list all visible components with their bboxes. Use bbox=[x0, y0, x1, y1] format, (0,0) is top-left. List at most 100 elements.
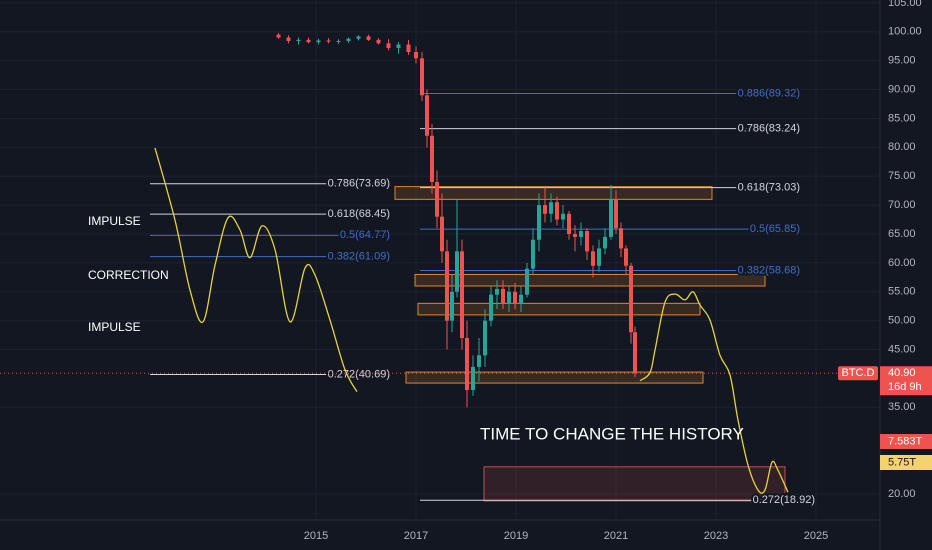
fib-label: 0.618(73.03) bbox=[738, 182, 800, 194]
candle-body bbox=[633, 332, 637, 374]
annotation: IMPULSE bbox=[88, 214, 141, 228]
fib-label: 0.272(18.92) bbox=[753, 494, 815, 506]
candle-body bbox=[316, 40, 321, 43]
fib-label: 0.618(68.45) bbox=[328, 208, 390, 220]
candle-body bbox=[591, 251, 595, 266]
y-tick-label: 90.00 bbox=[888, 83, 916, 95]
symbol-tag bbox=[838, 366, 878, 381]
candle-body bbox=[420, 58, 424, 96]
candle-body bbox=[477, 355, 481, 367]
candle-body bbox=[561, 213, 565, 220]
candle-body bbox=[366, 36, 371, 40]
candle-body bbox=[430, 135, 434, 182]
annotation: CORRECTION bbox=[88, 268, 169, 282]
candle-body bbox=[445, 251, 449, 321]
y-tick-label: 105.00 bbox=[888, 0, 922, 9]
x-tick-label: 2017 bbox=[404, 530, 428, 542]
candle-body bbox=[306, 39, 311, 43]
y-tick-label: 35.00 bbox=[888, 401, 916, 413]
candle-body bbox=[406, 44, 411, 52]
price-label: 40.90 bbox=[888, 367, 916, 379]
x-tick-label: 2019 bbox=[504, 530, 528, 542]
candle-body bbox=[537, 205, 541, 240]
zone bbox=[414, 273, 766, 287]
volume-tag-label: 7.583T bbox=[888, 435, 923, 447]
volume-tag-label: 5.75T bbox=[888, 456, 916, 468]
fib-label: 0.786(73.69) bbox=[328, 178, 390, 190]
candle-body bbox=[326, 40, 331, 42]
y-tick-label: 60.00 bbox=[888, 257, 916, 269]
candle-body bbox=[414, 52, 418, 59]
countdown-label: 16d 9h bbox=[888, 381, 922, 393]
candle-body bbox=[396, 44, 401, 48]
candle-body bbox=[597, 248, 601, 266]
x-tick-label: 2021 bbox=[604, 530, 628, 542]
candle-body bbox=[525, 268, 529, 295]
candle-body bbox=[286, 37, 291, 42]
x-tick-label: 2025 bbox=[804, 530, 828, 542]
candle-body bbox=[624, 248, 628, 266]
y-tick-label: 50.00 bbox=[888, 315, 916, 327]
candle-body bbox=[276, 34, 281, 38]
candle-body bbox=[460, 251, 464, 338]
fib-label: 0.382(58.68) bbox=[738, 264, 800, 276]
annotation: IMPULSE bbox=[88, 320, 141, 334]
zone bbox=[417, 302, 701, 316]
candle-body bbox=[440, 216, 444, 252]
candle-body bbox=[614, 199, 618, 229]
candle-body bbox=[585, 231, 589, 252]
x-tick-label: 2015 bbox=[304, 530, 328, 542]
candle-body bbox=[471, 366, 475, 390]
candle-body bbox=[579, 231, 583, 237]
candle-body bbox=[296, 39, 301, 42]
candle-body bbox=[519, 294, 523, 304]
candle-body bbox=[609, 199, 613, 237]
candle-body bbox=[465, 338, 469, 390]
x-tick-label: 2023 bbox=[704, 530, 728, 542]
y-tick-label: 45.00 bbox=[888, 343, 916, 355]
fib-label: 0.5(65.85) bbox=[750, 223, 800, 235]
symbol-label: BTC.D bbox=[842, 367, 875, 379]
y-tick-label: 55.00 bbox=[888, 286, 916, 298]
y-tick-label: 75.00 bbox=[888, 170, 916, 182]
candle-body bbox=[450, 291, 454, 321]
y-tick-label: 70.00 bbox=[888, 199, 916, 211]
zone bbox=[483, 466, 786, 502]
y-tick-label: 95.00 bbox=[888, 55, 916, 67]
candle-body bbox=[619, 228, 623, 249]
fib-label: 0.382(61.09) bbox=[328, 250, 390, 262]
fib-label: 0.886(89.32) bbox=[738, 87, 800, 99]
fib-label: 0.5(64.77) bbox=[340, 229, 390, 241]
candle-body bbox=[386, 43, 391, 48]
zone bbox=[394, 186, 713, 200]
candle-body bbox=[455, 251, 459, 292]
candle-body bbox=[603, 236, 607, 249]
y-tick-label: 20.00 bbox=[888, 488, 916, 500]
candle-body bbox=[543, 205, 547, 214]
projection-line bbox=[154, 147, 358, 393]
y-tick-label: 80.00 bbox=[888, 141, 916, 153]
candle-body bbox=[376, 39, 381, 44]
candle-body bbox=[356, 36, 361, 39]
volume-tag bbox=[880, 455, 932, 470]
candle-body bbox=[346, 38, 351, 42]
candle-body bbox=[435, 182, 439, 217]
candle-body bbox=[573, 234, 577, 237]
candle-body bbox=[501, 288, 505, 304]
price-tag bbox=[880, 366, 932, 396]
candle-body bbox=[513, 291, 517, 304]
y-tick-label: 100.00 bbox=[888, 26, 922, 38]
candle-body bbox=[483, 320, 487, 356]
candle-body bbox=[489, 294, 493, 321]
candle-body bbox=[567, 213, 571, 234]
projection-line bbox=[639, 291, 789, 494]
candle-body bbox=[425, 95, 429, 136]
candle-body bbox=[629, 265, 633, 333]
y-tick-label: 65.00 bbox=[888, 228, 916, 240]
candle-body bbox=[495, 288, 499, 295]
volume-tag bbox=[880, 434, 932, 449]
candle-body bbox=[336, 41, 341, 43]
y-tick-label: 85.00 bbox=[888, 112, 916, 124]
